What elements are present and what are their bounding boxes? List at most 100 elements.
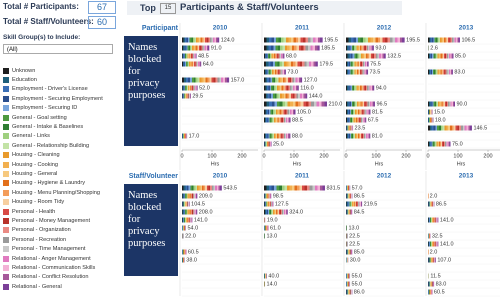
column-header: 2010 <box>213 25 228 32</box>
bar <box>264 101 327 107</box>
x-tick-label: 200 <box>319 153 328 159</box>
legend-label: Personal - Health <box>12 208 56 215</box>
bar <box>428 217 439 223</box>
privacy-note: Names blocked for privacy purposes <box>124 184 178 276</box>
legend-label: Housing - Hygiene & Laundry <box>12 180 86 187</box>
legend-swatch <box>3 170 9 177</box>
value-label: 88.5 <box>292 118 303 124</box>
legend-item[interactable]: Relational - Anger Management <box>3 254 121 263</box>
value-label: 38.0 <box>186 258 197 264</box>
bar <box>428 201 435 207</box>
column-header: 2011 <box>295 173 309 180</box>
column-header: 2013 <box>459 25 474 32</box>
bar <box>182 225 186 231</box>
legend-item[interactable]: Employment - Driver's License <box>3 85 121 94</box>
legend-item[interactable]: Employment - Securing ID <box>3 104 121 113</box>
value-label: 29.5 <box>192 94 203 100</box>
bar <box>264 281 266 287</box>
bar <box>182 93 191 99</box>
legend-item[interactable]: Education <box>3 75 121 84</box>
legend-item[interactable]: Unknown <box>3 66 121 75</box>
legend-item[interactable]: General - Relationship Building <box>3 141 121 150</box>
bar <box>264 69 286 75</box>
bar <box>264 273 267 279</box>
bar <box>264 93 308 99</box>
legend-item[interactable]: Housing - Cooking <box>3 160 121 169</box>
bar <box>428 241 439 247</box>
legend-item[interactable]: Personal - Time Management <box>3 244 121 253</box>
value-label: 32.5 <box>432 234 443 240</box>
value-label: 116.0 <box>300 86 313 92</box>
bar <box>346 241 348 247</box>
chart-title: Participant <box>142 25 179 32</box>
value-label: 52.0 <box>199 86 210 92</box>
column-header: 2010 <box>213 173 228 180</box>
top-n-input[interactable]: 15 <box>160 3 176 14</box>
bar <box>346 125 354 131</box>
legend-item[interactable]: Housing - Cleaning <box>3 151 121 160</box>
value-label: 98.5 <box>273 194 284 200</box>
legend-item[interactable]: General - Intake & Baselines <box>3 122 121 131</box>
value-label: 30.0 <box>350 258 361 264</box>
filter-dropdown[interactable]: (All) <box>3 44 113 54</box>
legend-item[interactable]: Personal - Health <box>3 207 121 216</box>
legend-swatch <box>3 217 9 224</box>
legend-item[interactable]: Personal - Recreation <box>3 235 121 244</box>
value-label: 2.0 <box>430 194 438 200</box>
legend-item[interactable]: Housing - General <box>3 169 121 178</box>
bar <box>182 257 185 263</box>
legend-swatch <box>3 105 9 112</box>
bar <box>346 257 349 263</box>
column-header: 2012 <box>377 173 392 180</box>
legend-item[interactable]: General - Goal setting <box>3 113 121 122</box>
bar <box>182 77 230 83</box>
value-label: 219.5 <box>364 202 378 208</box>
legend-swatch <box>3 161 9 168</box>
legend-label: Relational - General <box>12 283 62 290</box>
value-label: 17.0 <box>189 134 200 140</box>
value-label: 61.0 <box>270 226 281 232</box>
value-label: 57.0 <box>352 186 363 192</box>
legend-item[interactable]: General - Links <box>3 132 121 141</box>
value-label: 55.0 <box>352 274 363 280</box>
bar <box>264 141 272 147</box>
bar <box>346 109 371 115</box>
value-label: 55.0 <box>352 282 363 288</box>
legend-item[interactable]: Employment - Securing Employment <box>3 94 121 103</box>
value-label: 60.5 <box>434 290 445 296</box>
legend-label: Personal - Recreation <box>12 236 67 243</box>
x-tick-label: 0 <box>180 153 183 159</box>
value-label: 127.0 <box>304 78 318 84</box>
legend-item[interactable]: Personal - Money Management <box>3 216 121 225</box>
bar <box>264 193 272 199</box>
bar <box>346 37 405 43</box>
legend-item[interactable]: Housing - Hygiene & Laundry <box>3 179 121 188</box>
bar <box>264 77 303 83</box>
value-label: 124.0 <box>221 38 235 44</box>
legend-item[interactable]: Relational - Conflict Resolution <box>3 273 121 282</box>
bar <box>428 193 429 199</box>
value-label: 54.0 <box>187 226 198 232</box>
value-label: 73.0 <box>287 70 298 76</box>
dashboard-title: Participants & Staff/Volunteers <box>180 2 319 13</box>
value-label: 106.5 <box>461 38 475 44</box>
legend-item[interactable]: Relational - General <box>3 282 121 291</box>
column-header: 2013 <box>459 173 474 180</box>
value-label: 40.0 <box>268 274 279 280</box>
value-label: 2.6 <box>430 46 438 52</box>
bar <box>182 233 184 239</box>
value-label: 22.5 <box>349 242 360 248</box>
legend-swatch <box>3 236 9 243</box>
value-label: 13.0 <box>266 234 277 240</box>
value-label: 107.0 <box>437 258 451 264</box>
legend-item[interactable]: Housing - Menu Planning/Shopping <box>3 188 121 197</box>
value-label: 2.0 <box>430 250 438 256</box>
bar <box>428 117 434 123</box>
legend-swatch <box>3 283 9 290</box>
legend-label: Education <box>12 77 37 84</box>
legend-item[interactable]: Housing - Room Tidy <box>3 197 121 206</box>
legend-item[interactable]: Relational - Communication Skills <box>3 263 121 272</box>
legend-item[interactable]: Personal - Organization <box>3 226 121 235</box>
